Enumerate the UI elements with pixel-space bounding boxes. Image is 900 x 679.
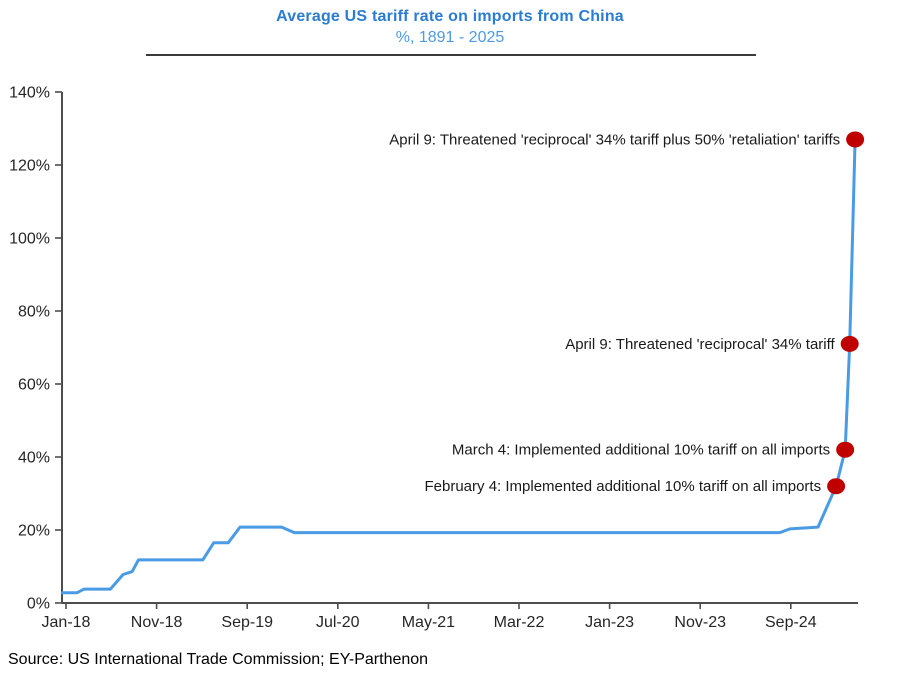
y-tick-label: 40% xyxy=(18,450,50,467)
y-tick-label: 0% xyxy=(27,596,50,613)
x-tick-label: Nov-18 xyxy=(131,614,183,631)
event-marker xyxy=(827,478,846,495)
x-tick-label: May-21 xyxy=(402,614,455,631)
y-tick-label: 60% xyxy=(18,377,50,394)
y-tick-label: 80% xyxy=(18,304,50,321)
y-tick-label: 100% xyxy=(9,231,50,248)
event-marker xyxy=(840,335,859,352)
annotation-label: April 9: Threatened 'reciprocal' 34% tar… xyxy=(389,131,840,148)
y-tick-label: 140% xyxy=(9,85,50,102)
x-tick-label: Sep-19 xyxy=(221,614,273,631)
chart-subtitle: %, 1891 - 2025 xyxy=(395,29,505,46)
event-marker xyxy=(836,441,855,458)
event-marker xyxy=(846,131,865,148)
x-tick-label: Nov-23 xyxy=(674,614,726,631)
title-divider xyxy=(146,54,756,56)
annotation-label: February 4: Implemented additional 10% t… xyxy=(425,478,822,495)
annotation-label: March 4: Implemented additional 10% tari… xyxy=(452,442,830,459)
annotation-label: April 9: Threatened 'reciprocal' 34% tar… xyxy=(565,336,835,353)
x-tick-label: Mar-22 xyxy=(494,614,545,631)
x-tick-label: Jan-23 xyxy=(585,614,634,631)
chart-title: Average US tariff rate on imports from C… xyxy=(276,8,624,25)
y-tick-label: 20% xyxy=(18,523,50,540)
x-tick-label: Jul-20 xyxy=(316,614,360,631)
source-note: Source: US International Trade Commissio… xyxy=(8,651,429,668)
x-tick-label: Jan-18 xyxy=(42,614,91,631)
tariff-rate-line xyxy=(60,137,857,595)
y-tick-label: 120% xyxy=(9,158,50,175)
x-tick-label: Sep-24 xyxy=(765,614,817,631)
